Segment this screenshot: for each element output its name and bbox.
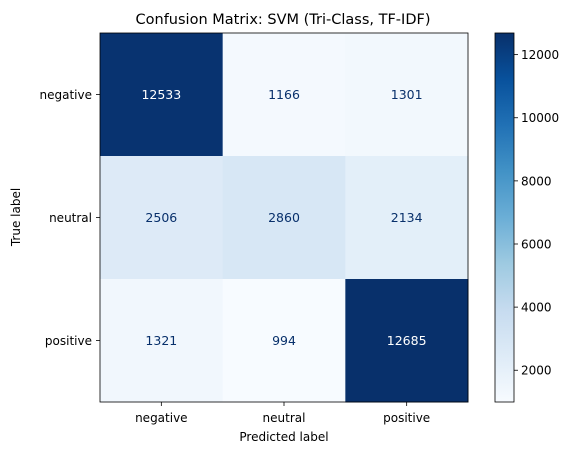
y-tick-label: negative <box>40 88 92 102</box>
cell-value-label: 2860 <box>268 210 300 225</box>
heatmap-cell <box>100 156 224 280</box>
cell-value-label: 2134 <box>391 210 423 225</box>
cell-value-label: 1166 <box>268 87 300 102</box>
cell-value-label: 1321 <box>145 333 177 348</box>
colorbar-tick-label: 8000 <box>521 174 552 188</box>
cell-value-label: 2506 <box>145 210 177 225</box>
colorbar-tick-label: 4000 <box>521 301 552 315</box>
y-tick-label: neutral <box>49 211 92 225</box>
heatmap-cell <box>100 33 224 157</box>
colorbar <box>494 32 515 403</box>
heatmap-cell <box>100 279 224 403</box>
colorbar-tick-label: 6000 <box>521 237 552 251</box>
cell-value-label: 994 <box>272 333 296 348</box>
y-axis-ticks: negative neutral positive <box>40 88 100 348</box>
heatmap-cell <box>345 279 469 403</box>
cell-value-label: 1301 <box>391 87 423 102</box>
colorbar-tick-label: 12000 <box>521 48 559 62</box>
heatmap-cells: 12533 1166 1301 2506 2860 2134 1321 994 12685 <box>100 33 469 403</box>
chart-title: Confusion Matrix: SVM (Tri-Class, TF-IDF… <box>136 12 431 28</box>
x-tick-label: positive <box>383 411 430 425</box>
heatmap-cell <box>222 279 346 403</box>
x-axis-label: Predicted label <box>239 430 328 444</box>
cell-value-label: 12533 <box>141 87 181 102</box>
colorbar-tick-label: 2000 <box>521 364 552 378</box>
colorbar-tick-label: 10000 <box>521 111 559 125</box>
cell-value-label: 12685 <box>387 333 427 348</box>
heatmap-cell <box>345 33 469 157</box>
heatmap-cell <box>222 156 346 280</box>
heatmap-cell <box>222 33 346 157</box>
x-tick-label: negative <box>135 411 187 425</box>
colorbar-ticks: 2000 4000 6000 8000 10000 12000 <box>514 48 559 378</box>
x-tick-label: neutral <box>263 411 306 425</box>
x-axis-ticks: negative neutral positive <box>135 402 430 425</box>
y-axis-label: True label <box>9 188 23 247</box>
y-tick-label: positive <box>45 334 92 348</box>
heatmap-cell <box>345 156 469 280</box>
